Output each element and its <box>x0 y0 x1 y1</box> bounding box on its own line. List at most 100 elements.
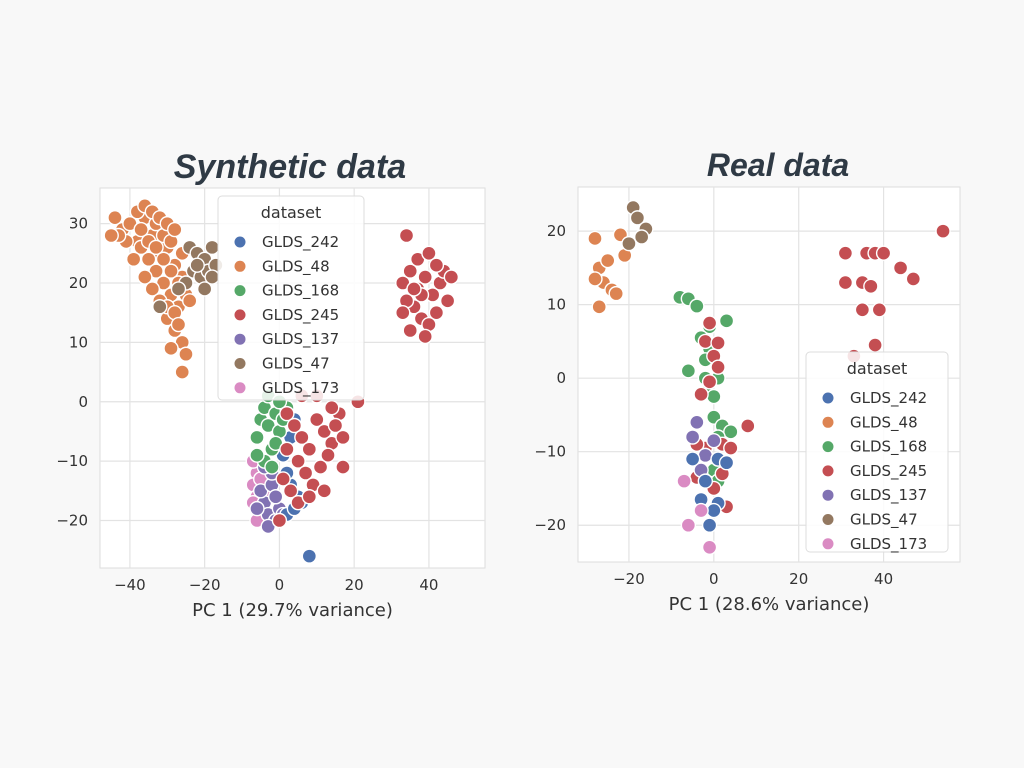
points-layer <box>587 199 951 555</box>
data-point-glds-137 <box>267 489 284 505</box>
data-point-glds-168 <box>264 459 280 475</box>
y-tick-label: −20 <box>56 512 88 530</box>
legend-entry-label: GLDS_245 <box>262 306 339 325</box>
legend-entry-label: GLDS_168 <box>850 438 927 457</box>
data-point-glds-48 <box>600 252 616 269</box>
data-point-glds-245 <box>701 374 718 390</box>
data-point-glds-245 <box>271 512 288 529</box>
x-axis-label: PC 1 (29.7% variance) <box>192 600 393 621</box>
legend-entry-label: GLDS_48 <box>850 413 918 432</box>
data-point-glds-48 <box>163 263 179 279</box>
data-point-glds-137 <box>684 429 701 445</box>
data-point-glds-48 <box>587 230 603 247</box>
legend-box <box>805 351 949 553</box>
x-tick-label: 40 <box>419 576 438 594</box>
data-point-glds-48 <box>133 221 149 238</box>
data-point-glds-245 <box>301 441 318 457</box>
data-point-glds-245 <box>294 429 310 446</box>
data-point-glds-245 <box>417 269 433 285</box>
data-point-glds-245 <box>282 483 299 499</box>
data-point-glds-48 <box>144 281 161 297</box>
data-point-glds-48 <box>182 293 198 309</box>
data-point-glds-168 <box>718 313 735 329</box>
data-point-glds-245 <box>398 227 415 244</box>
y-tick-label: 0 <box>78 393 88 411</box>
synthetic-data-chart: Synthetic data −40 −20 0 20 40 −20 −10 0 10 20 30 PC… <box>56 148 486 621</box>
data-point-glds-245 <box>443 269 460 285</box>
legend-marker <box>234 236 246 248</box>
data-point-glds-242 <box>701 517 718 533</box>
data-point-glds-245 <box>710 359 726 375</box>
legend-marker <box>234 358 246 369</box>
data-point-glds-245 <box>428 257 445 273</box>
data-point-glds-137 <box>689 414 705 430</box>
data-point-glds-245 <box>439 293 456 309</box>
data-point-glds-245 <box>863 278 879 294</box>
data-point-glds-48 <box>170 316 187 333</box>
data-point-glds-168 <box>706 388 722 405</box>
data-point-glds-48 <box>155 251 172 267</box>
data-point-glds-245 <box>871 302 888 318</box>
y-tick-label: −20 <box>534 516 566 534</box>
data-point-glds-173 <box>680 517 697 533</box>
data-point-glds-242 <box>301 548 318 564</box>
legend-marker <box>822 489 834 501</box>
data-point-glds-245 <box>279 405 295 422</box>
legend-marker <box>234 333 246 345</box>
data-point-glds-245 <box>406 281 422 297</box>
legend-marker <box>822 441 834 453</box>
data-point-glds-245 <box>395 304 411 321</box>
data-point-glds-47 <box>152 299 168 315</box>
data-point-glds-245 <box>335 429 351 446</box>
legend-title: dataset <box>261 203 322 222</box>
data-point-glds-245 <box>837 245 854 261</box>
data-point-glds-245 <box>723 440 739 456</box>
data-point-glds-47 <box>204 239 220 256</box>
data-point-glds-48 <box>140 251 157 267</box>
data-point-glds-168 <box>680 363 697 379</box>
data-point-glds-48 <box>587 271 603 287</box>
legend-marker <box>822 538 834 550</box>
data-point-glds-173 <box>676 473 692 489</box>
legend-entry-label: GLDS_245 <box>850 462 927 481</box>
x-axis-label: PC 1 (28.6% variance) <box>669 594 870 615</box>
data-point-glds-242 <box>697 473 714 489</box>
legend-marker <box>822 465 834 477</box>
legend-entry-label: GLDS_137 <box>262 330 339 349</box>
data-point-glds-245 <box>837 274 854 291</box>
data-point-glds-173 <box>701 539 718 555</box>
legend: dataset GLDS_242 GLDS_48 GLDS_168 GLDS_245 GL… <box>805 351 949 554</box>
data-point-glds-245 <box>297 465 314 481</box>
y-tick-label: 20 <box>547 222 566 240</box>
data-point-glds-48 <box>163 340 179 357</box>
data-point-glds-245 <box>275 471 291 487</box>
data-point-glds-245 <box>316 483 332 499</box>
data-point-glds-47 <box>633 229 650 245</box>
x-tick-label: −20 <box>189 576 221 594</box>
data-point-glds-48 <box>178 346 194 362</box>
x-tick-label: 0 <box>709 570 719 588</box>
data-point-glds-245 <box>701 315 718 331</box>
data-point-glds-47 <box>196 281 213 297</box>
data-point-glds-245 <box>421 245 437 262</box>
data-point-glds-168 <box>249 447 265 463</box>
data-point-glds-245 <box>697 333 714 350</box>
data-point-glds-137 <box>706 432 722 449</box>
legend-marker <box>234 309 246 321</box>
data-point-glds-137 <box>697 447 714 464</box>
legend-entry-label: GLDS_173 <box>262 379 339 398</box>
x-tick-label: 20 <box>345 576 364 594</box>
y-tick-label: 20 <box>69 274 88 292</box>
data-point-glds-168 <box>723 424 739 440</box>
data-point-glds-48 <box>174 364 190 380</box>
data-point-glds-245 <box>740 418 756 434</box>
data-point-glds-245 <box>867 337 883 353</box>
data-point-glds-245 <box>301 489 318 505</box>
legend-marker <box>234 260 246 272</box>
data-point-glds-242 <box>718 455 735 471</box>
legend-marker <box>234 285 246 297</box>
real-data-chart: Real data −20 0 20 40 −20 −10 0 10 20 PC 1 (28.6% … <box>534 147 961 615</box>
data-point-glds-245 <box>905 271 922 287</box>
chart-title: Synthetic data <box>174 148 406 186</box>
data-point-glds-242 <box>706 502 722 519</box>
